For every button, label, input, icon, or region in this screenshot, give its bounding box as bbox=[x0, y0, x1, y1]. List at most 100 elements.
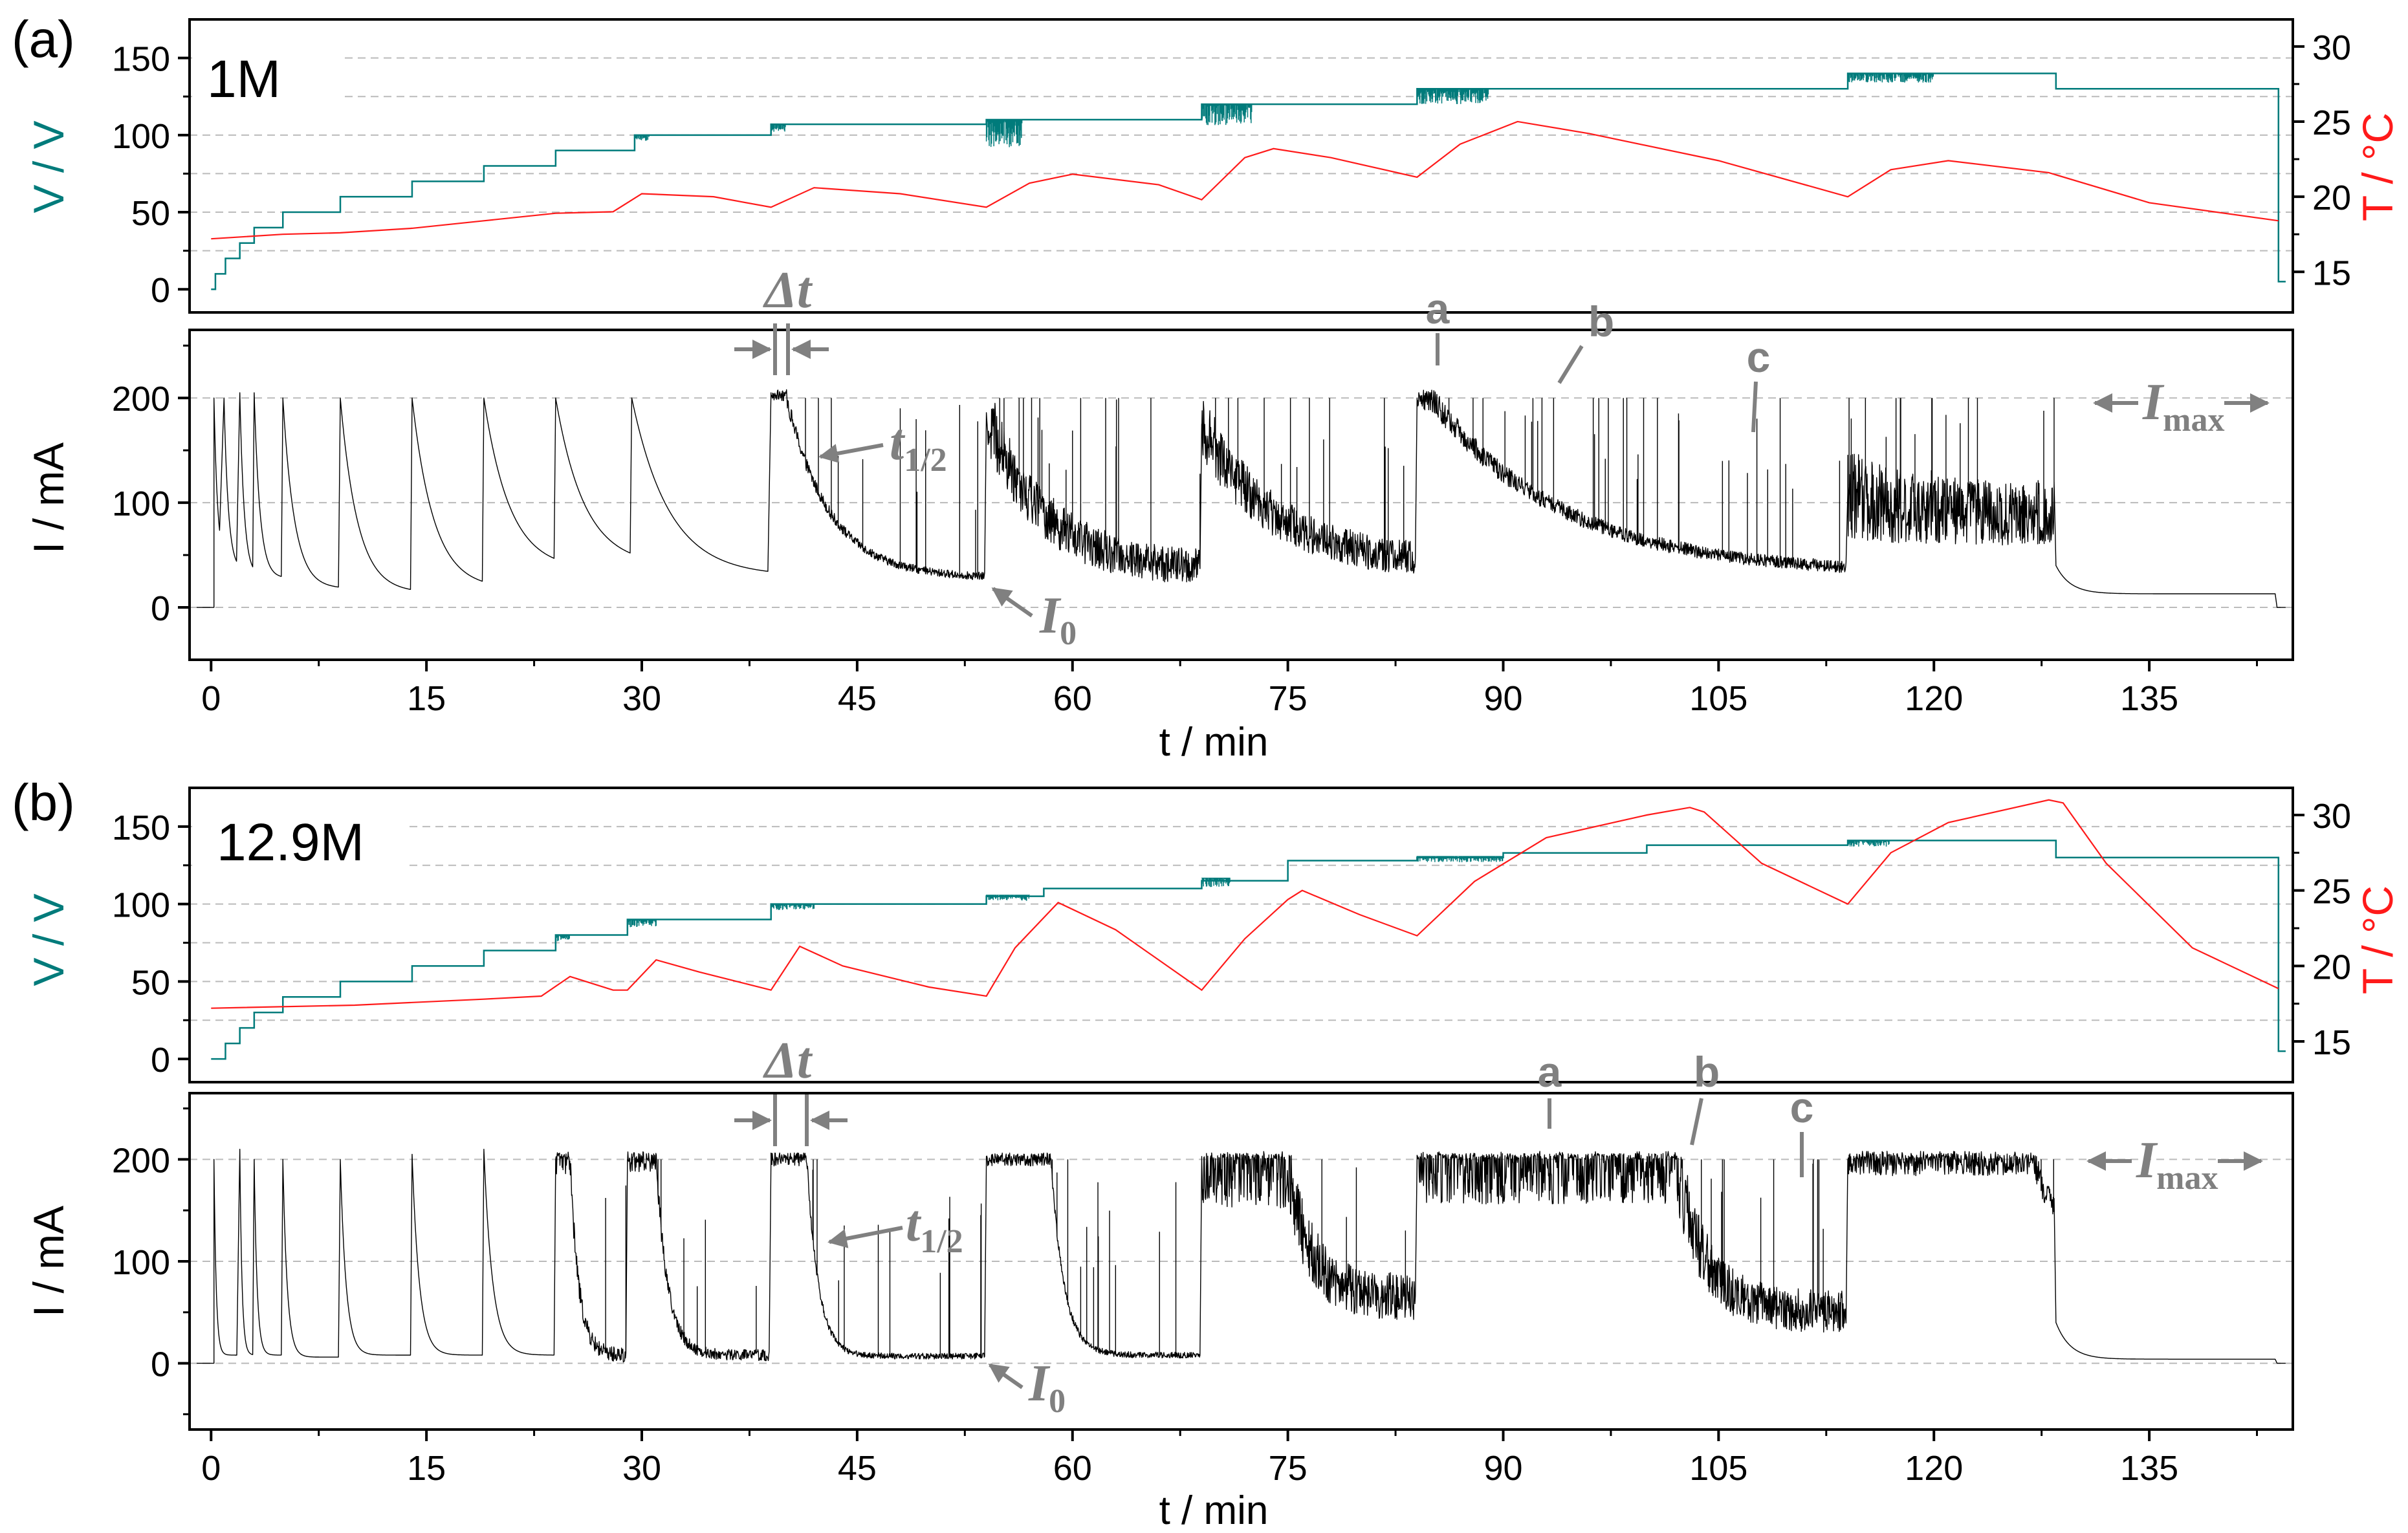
panel-b-x-tick-label: 45 bbox=[838, 1449, 877, 1488]
panel-b-top-plot: 12.9M 0 50 100 150 15 20 25 30 V / V T / °C bbox=[25, 787, 2402, 1083]
panel-b-x-tick-label: 90 bbox=[1483, 1449, 1522, 1488]
panel-b-label-c: c bbox=[1790, 1083, 1814, 1131]
panel-b-voltage-noise bbox=[555, 935, 571, 942]
panel-b-voltage-axis-label-text: V / V bbox=[25, 893, 72, 986]
panel-b-current-tick-label: 200 bbox=[112, 1141, 170, 1180]
panel-a-voltage-tick-label: 50 bbox=[131, 194, 170, 233]
panel-a-temperature-line bbox=[211, 120, 2279, 240]
panel-a-current-series bbox=[197, 389, 2286, 608]
panel-b-voltage-line bbox=[211, 840, 2286, 1060]
panel-a-marker-b bbox=[1557, 345, 1584, 384]
panel-b-top-left-ticks: 0 50 100 150 bbox=[112, 809, 190, 1080]
panel-a-current-tick-label: 100 bbox=[112, 484, 170, 523]
panel-a-voltage-noise bbox=[634, 135, 650, 141]
panel-a-t-half-sub: 1/2 bbox=[904, 442, 947, 479]
panel-a-x-tick-label: 60 bbox=[1053, 679, 1092, 718]
panel-b-i0-label: I0 bbox=[1028, 1355, 1066, 1420]
panel-b-voltage-tick-label: 0 bbox=[151, 1041, 170, 1080]
panel-b-temperature-axis-label-text: T / °C bbox=[2354, 886, 2402, 994]
panel-a-x-tick-label: 45 bbox=[838, 679, 877, 718]
panel-a-label: (a) bbox=[12, 10, 75, 68]
panel-a-delta-t-label: Δt bbox=[763, 262, 813, 319]
panel-a-label-c: c bbox=[1747, 333, 1771, 381]
panel-b-voltage-noise bbox=[985, 895, 1030, 901]
panel-b-voltage-noise bbox=[1416, 856, 1504, 862]
panel-a-label-b: b bbox=[1588, 298, 1614, 345]
panel-b-voltage-noise bbox=[1847, 840, 1891, 847]
panel-a-voltage-tick-label: 0 bbox=[151, 271, 170, 310]
panel-b-current-axis-label: I / mA bbox=[25, 1206, 72, 1317]
panel-a-x-tick-label: 30 bbox=[622, 679, 661, 718]
panel-b-i0-main: I bbox=[1028, 1355, 1051, 1412]
panel-b-voltage-axis-label: V / V bbox=[25, 893, 72, 986]
panel-a-voltage-noise bbox=[1416, 89, 1489, 104]
panel-b-top-gridlines bbox=[190, 825, 2293, 1021]
panel-b-temperature-tick-label: 20 bbox=[2312, 948, 2351, 986]
panel-a-voltage-tick-label: 100 bbox=[112, 117, 170, 156]
panel-b-imax-sub: max bbox=[2156, 1160, 2218, 1197]
panel-b-current-series bbox=[197, 1148, 2286, 1364]
panel-a-temperature-tick-label: 15 bbox=[2312, 254, 2351, 292]
panel-a-x-tick-label: 75 bbox=[1269, 679, 1308, 718]
panel-b-x-tick-label: 120 bbox=[1905, 1449, 1963, 1488]
panel-a-label-a: a bbox=[1426, 285, 1450, 332]
panel-a-top-plot: 1M 0 50 100 150 15 20 25 30 V / V T / °C bbox=[25, 18, 2402, 314]
panel-a-temperature-tick-label: 25 bbox=[2312, 103, 2351, 142]
panel-a-marker-c bbox=[1751, 381, 1758, 433]
panel-b-temperature-line bbox=[211, 799, 2279, 1009]
panel-a-x-tick-label: 135 bbox=[2120, 679, 2178, 718]
panel-b-voltage-noise bbox=[770, 904, 815, 910]
panel-b-voltage-tick-label: 50 bbox=[131, 963, 170, 1002]
panel-a-temperature-axis-label: T / °C bbox=[2354, 113, 2402, 221]
panel-b-concentration-box bbox=[192, 790, 404, 881]
panel-a-temperature-axis-label-text: T / °C bbox=[2354, 113, 2402, 221]
panel-a-x-tick-label: 105 bbox=[1689, 679, 1747, 718]
panel-b-temperature-tick-label: 25 bbox=[2312, 873, 2351, 911]
panel-b-x-tick-label: 0 bbox=[201, 1449, 221, 1488]
panel-a-voltage-line bbox=[211, 72, 2286, 290]
panel-a-bottom-frame bbox=[188, 329, 2294, 661]
panel-b-bottom-plot: 0 100 200 0 15 30 45 60 75 90 105 120 135 I / mA t … bbox=[25, 1032, 2294, 1533]
panel-a-i0-sub: 0 bbox=[1060, 615, 1077, 652]
panel-b-bottom-gridlines bbox=[190, 1158, 2293, 1364]
panel-a-voltage-tick-label: 150 bbox=[112, 40, 170, 79]
panel-b-temperature-series bbox=[211, 799, 2279, 1009]
panel-a-temperature-tick-label: 20 bbox=[2312, 179, 2351, 217]
panel-b-voltage-noise bbox=[1201, 877, 1231, 887]
panel-a-i0-arrow bbox=[991, 587, 1033, 618]
panel-b-t-half-sub: 1/2 bbox=[920, 1223, 963, 1260]
panel-a-current-line bbox=[197, 389, 2286, 608]
panel-a-x-tick-label: 15 bbox=[407, 679, 446, 718]
panel-b-x-tick-label: 135 bbox=[2120, 1449, 2178, 1488]
panel-a-x-tick-label: 90 bbox=[1483, 679, 1522, 718]
panel-b-marker-b bbox=[1690, 1098, 1703, 1146]
panel-a-temperature-tick-label: 30 bbox=[2312, 28, 2351, 67]
panel-b-x-tick-label: 105 bbox=[1689, 1449, 1747, 1488]
panel-a-voltage-noise bbox=[1201, 104, 1253, 125]
panel-a-i0-label: I0 bbox=[1039, 587, 1077, 652]
panel-b-imax-main: I bbox=[2136, 1132, 2158, 1189]
panel-b-label-a: a bbox=[1538, 1048, 1562, 1096]
panel-a-top-gridlines bbox=[190, 57, 2293, 252]
panel-a-x-axis-label: t / min bbox=[1159, 720, 1269, 765]
panel-a-concentration-box bbox=[192, 22, 340, 110]
panel-b-temperature-tick-label: 30 bbox=[2312, 797, 2351, 836]
panel-b-current-tick-label: 0 bbox=[151, 1345, 170, 1384]
panel-a-voltage-axis-label-text: V / V bbox=[25, 120, 72, 213]
panel-a-t-half-arrow bbox=[818, 443, 884, 463]
panel-a-x-tick-label: 0 bbox=[201, 679, 221, 718]
panel-b-x-axis-label: t / min bbox=[1159, 1488, 1269, 1533]
panel-b-top-frame bbox=[188, 787, 2294, 1083]
panel-a-t-half-main: t bbox=[890, 414, 906, 471]
panel-a-voltage-axis-label: V / V bbox=[25, 120, 72, 213]
panel-a-imax-sub: max bbox=[2163, 402, 2224, 439]
panel-a-temperature-series bbox=[211, 120, 2279, 240]
panel-b-t-half-main: t bbox=[906, 1195, 922, 1252]
panel-b-label-b: b bbox=[1694, 1048, 1720, 1096]
panel-b-current-axis-label-text: I / mA bbox=[25, 1206, 72, 1317]
panel-a-current-tick-label: 0 bbox=[151, 589, 170, 628]
panel-b-concentration: 12.9M bbox=[217, 813, 364, 872]
